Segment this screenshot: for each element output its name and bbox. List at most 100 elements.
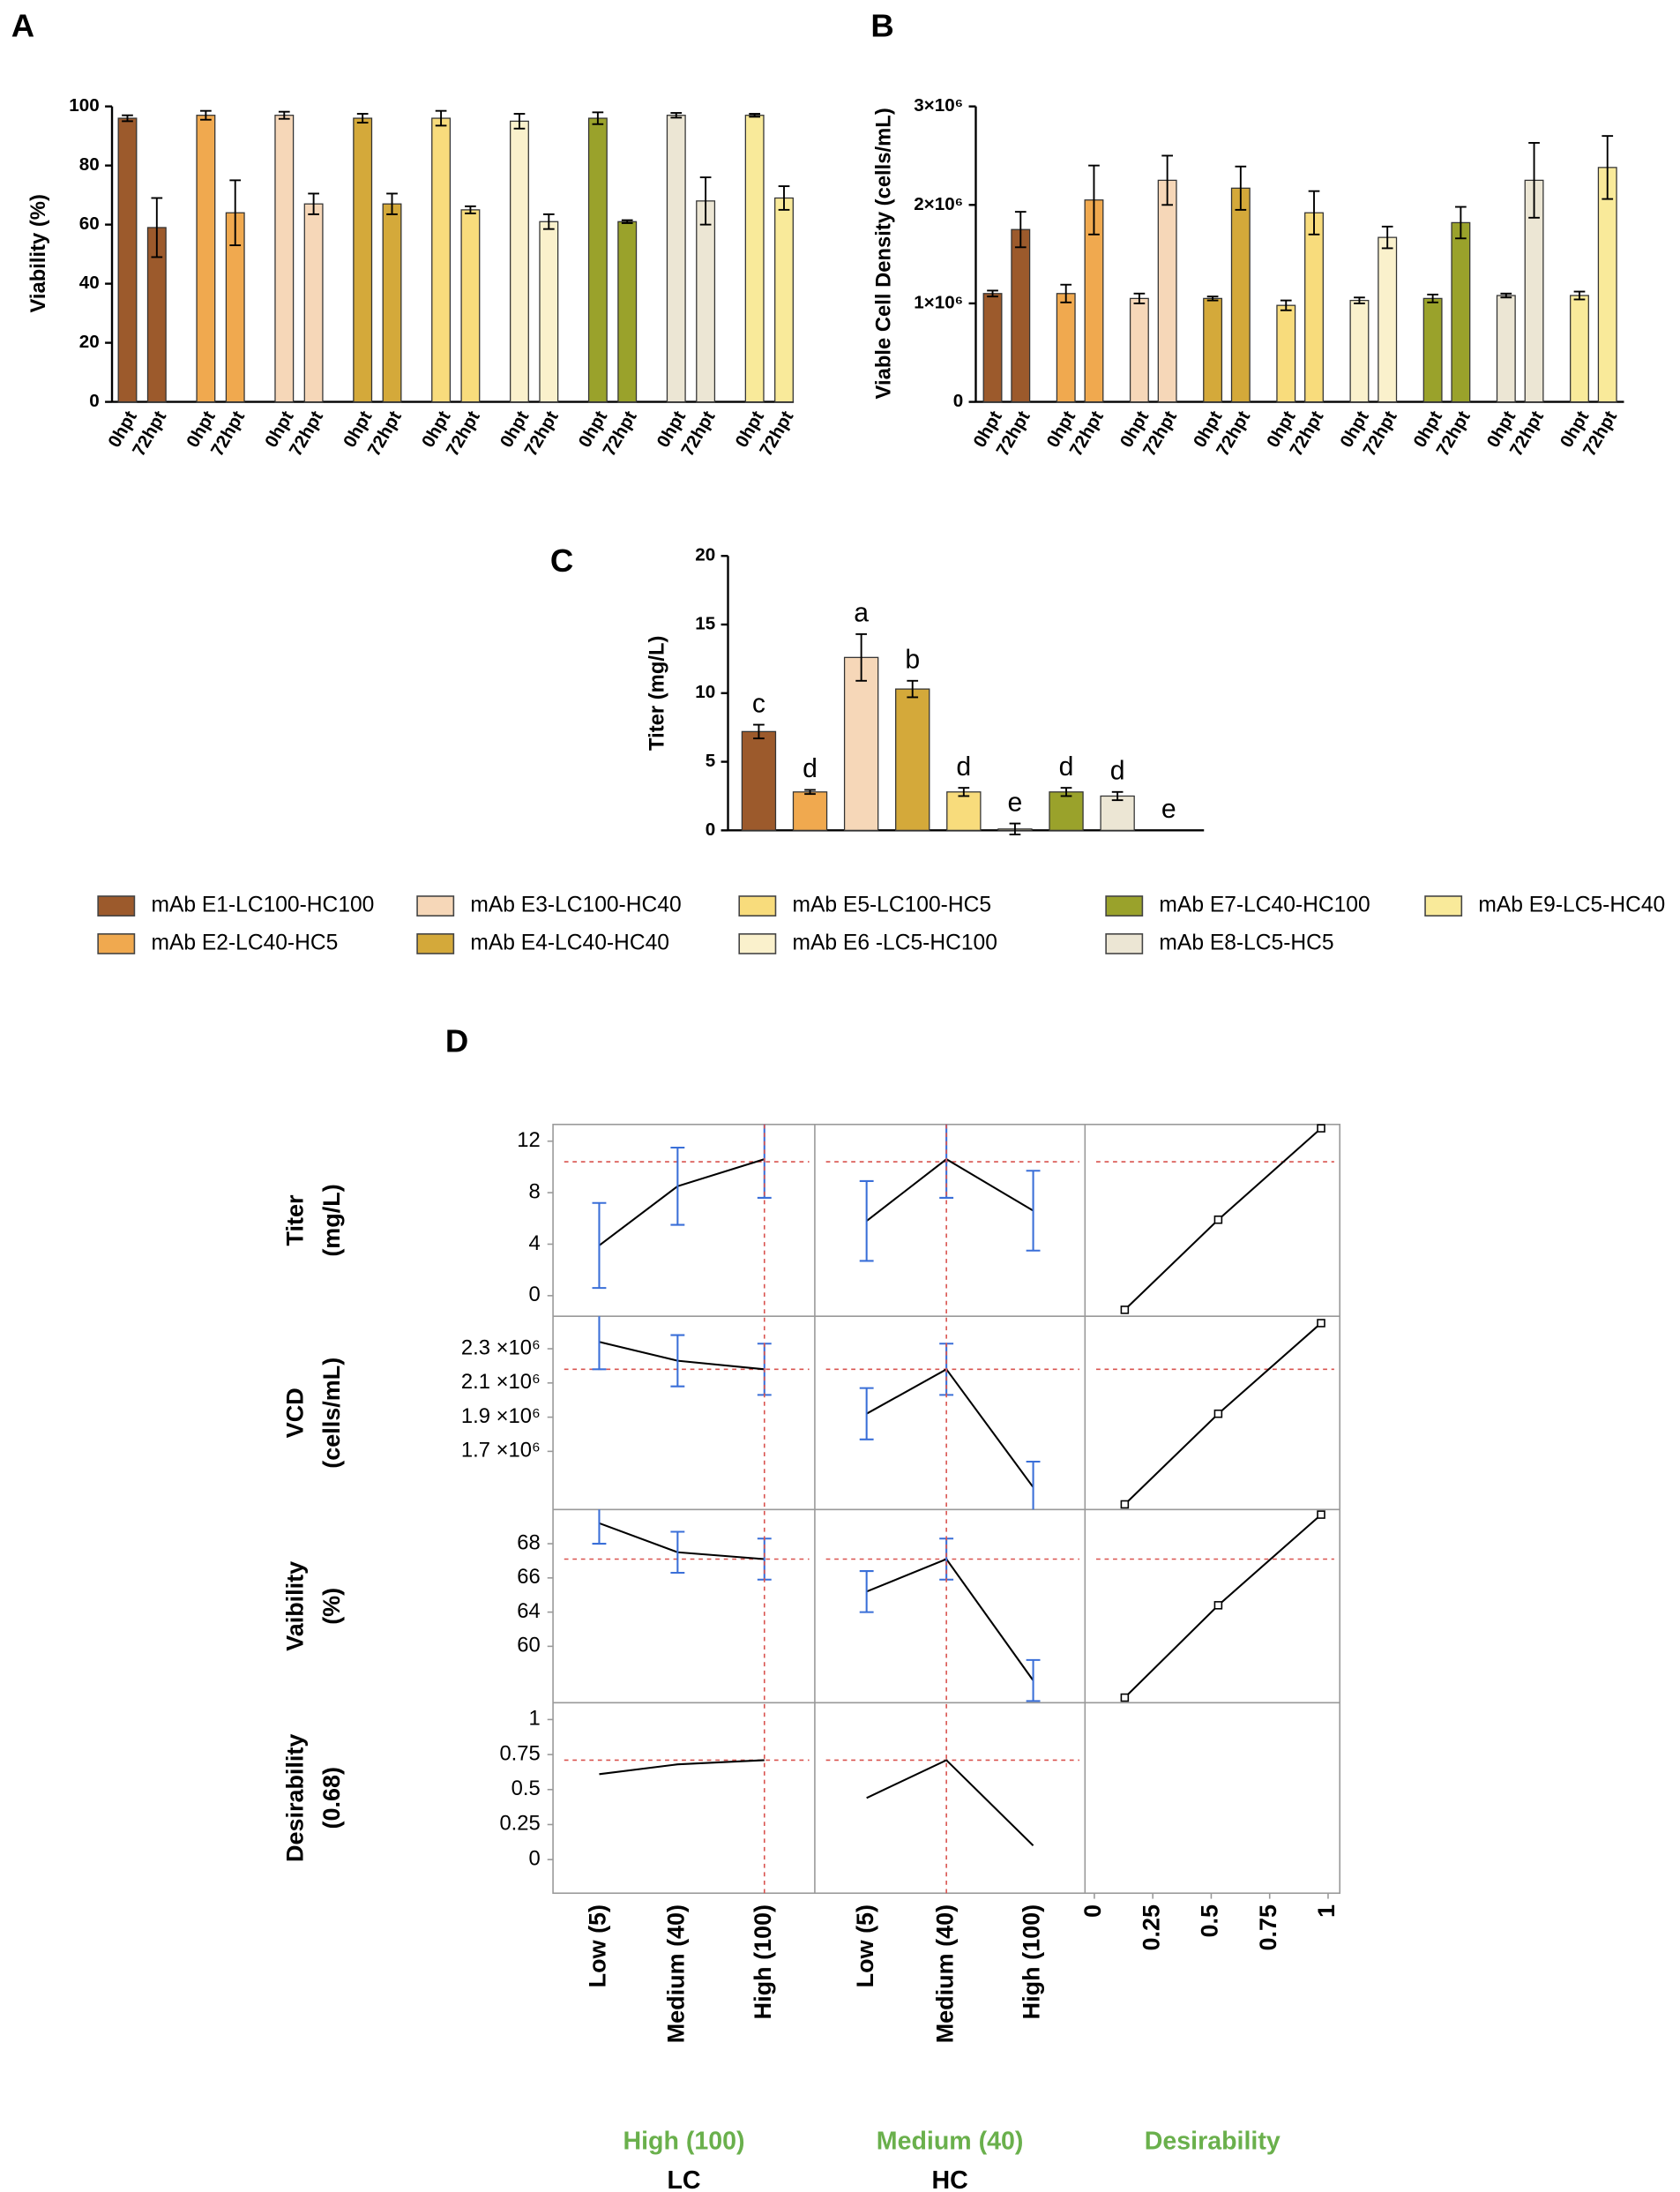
error-bar [1111, 790, 1124, 802]
desirability-title: Desirability [1145, 2127, 1281, 2155]
response-label: Titer [282, 1194, 309, 1246]
desirability-point [1317, 1124, 1325, 1133]
significance-letter: d [1059, 752, 1074, 782]
legend-label: mAb E3-LC100-HC40 [470, 894, 681, 917]
error-bar [1133, 292, 1146, 304]
bar [982, 293, 1003, 403]
significance-letter: b [905, 646, 920, 675]
bar [1422, 297, 1443, 403]
x-tick-label: Low (5) [852, 1904, 878, 1987]
bar [1276, 304, 1296, 403]
bar [1451, 221, 1471, 403]
legend-swatch [738, 895, 777, 916]
legend-swatch [738, 933, 777, 954]
desirability-point [1213, 1215, 1223, 1224]
x-tick-label: 0.5 [1197, 1904, 1223, 1938]
response-label: (%) [318, 1588, 345, 1625]
legend-label: mAb E9-LC5-HC40 [1478, 894, 1665, 917]
bar [1129, 297, 1149, 403]
error-bar [1009, 822, 1021, 835]
y-tick-label: 60 [517, 1634, 540, 1657]
panel-label: C [550, 542, 573, 579]
y-axis-label: Titer (mg/L) [645, 636, 668, 751]
y-tick-label: 0 [953, 391, 963, 411]
y-tick-label: 1 [529, 1707, 541, 1731]
legend-swatch [97, 933, 136, 954]
response-label: (cells/mL) [318, 1358, 345, 1469]
y-tick-label: 3×10⁶ [914, 95, 963, 116]
bar [1597, 167, 1617, 403]
bar [510, 120, 529, 403]
error-bar [1014, 211, 1027, 249]
desirability-point [1120, 1305, 1130, 1314]
bar [666, 115, 686, 403]
panel-label: D [445, 1022, 468, 1059]
y-tick-label: 8 [529, 1179, 541, 1203]
error-bar [907, 679, 919, 699]
error-bar [356, 113, 369, 124]
error-bar [1427, 293, 1438, 303]
y-axis-label: Viable Cell Density (cells/mL) [872, 108, 896, 399]
y-tick-label: 0.5 [511, 1777, 541, 1800]
y-tick-label: 40 [79, 273, 100, 293]
bar [1378, 236, 1398, 403]
panel-label: B [870, 7, 893, 43]
error-bar [1455, 206, 1467, 240]
desirability-point [1120, 1500, 1130, 1509]
bar [1496, 295, 1516, 403]
x-tick-label: Low (5) [585, 1904, 611, 1987]
bar [744, 115, 765, 403]
error-bar [859, 1387, 874, 1440]
bar [431, 117, 452, 403]
y-tick-label: 100 [69, 95, 99, 116]
error-bar [308, 192, 319, 215]
error-bar [1528, 142, 1540, 219]
y-tick-label: 20 [695, 545, 715, 565]
desirability-point [1213, 1409, 1223, 1418]
error-bar [670, 1146, 685, 1226]
factor-cell [599, 1759, 765, 1776]
x-tick-label: High (100) [1019, 1904, 1045, 2019]
significance-letter: e [1161, 795, 1176, 824]
error-bar [670, 1530, 685, 1575]
error-bar [1161, 154, 1173, 206]
bar [741, 730, 777, 831]
legend-label: mAb E1-LC100-HC100 [151, 894, 374, 917]
y-tick-label: 80 [79, 154, 100, 175]
significance-letter: d [1110, 757, 1125, 786]
factor-cell [592, 1316, 772, 1396]
bar [617, 221, 638, 403]
factor-name: LC [667, 2166, 700, 2192]
bar [1349, 299, 1370, 403]
legend-label: mAb E7-LC40-HC100 [1159, 894, 1370, 917]
y-tick-label: 0 [706, 819, 715, 840]
error-bar [229, 179, 242, 247]
y-tick-label: 5 [706, 751, 715, 771]
significance-letter: d [956, 752, 971, 782]
x-tick-label: 0 [1079, 1904, 1106, 1918]
error-bar [1381, 225, 1393, 250]
y-tick-label: 0 [529, 1283, 541, 1306]
bar [1100, 795, 1135, 831]
desirability-point [1120, 1693, 1130, 1702]
profile-line [866, 1759, 1034, 1846]
error-bar [1354, 296, 1365, 304]
bar [1203, 297, 1223, 403]
error-bar [592, 111, 604, 125]
x-tick-label: 0.75 [1255, 1904, 1281, 1951]
bar [1157, 179, 1177, 403]
bar [460, 209, 481, 403]
response-label: (mg/L) [318, 1184, 345, 1256]
legend-label: mAb E8-LC5-HC5 [1159, 931, 1333, 954]
bar [1230, 187, 1251, 403]
error-bar [987, 289, 998, 298]
y-tick-label: 4 [529, 1231, 541, 1255]
y-tick-label: 2.3 ×10⁶ [461, 1335, 541, 1359]
error-bar [958, 787, 970, 797]
error-bar [592, 1316, 607, 1371]
error-bar [592, 1201, 607, 1290]
y-tick-label: 66 [517, 1565, 540, 1589]
desirability-point [1317, 1510, 1325, 1519]
